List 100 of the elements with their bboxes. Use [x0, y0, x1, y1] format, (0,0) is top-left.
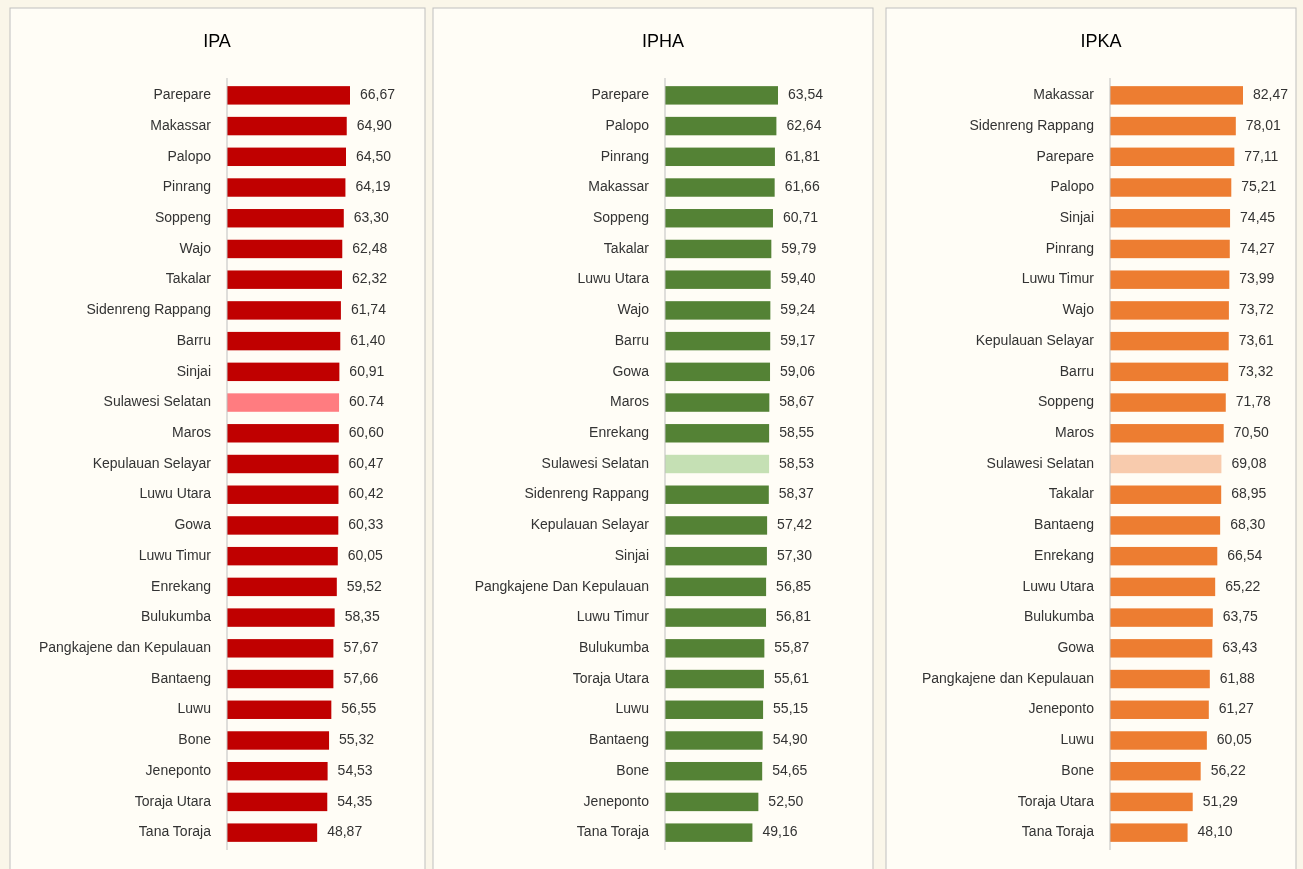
data-label: 60,71	[782, 208, 819, 225]
data-label: 55,32	[339, 731, 375, 748]
bar	[1110, 147, 1235, 167]
y-tick-label: Sinjai	[1059, 208, 1094, 225]
bar	[1110, 516, 1221, 535]
bar	[665, 485, 769, 504]
bar	[665, 546, 767, 566]
y-tick-label: Luwu Timur	[1021, 270, 1095, 287]
data-label: 55,15	[773, 700, 809, 717]
y-tick-label: Luwu Utara	[1022, 577, 1095, 594]
y-tick-label: Luwu	[177, 700, 211, 717]
bar	[227, 731, 330, 750]
bar	[665, 792, 759, 812]
y-tick-label: Bulukumba	[1023, 608, 1095, 625]
y-tick-label: Pangkajene dan Kepulauan	[921, 669, 1094, 686]
bar	[665, 639, 765, 658]
y-tick-label: Maros	[172, 423, 211, 440]
bar	[1110, 823, 1188, 842]
data-label: 82,47	[1253, 86, 1289, 103]
y-tick-label: Bantaeng	[151, 669, 211, 686]
y-tick-label: Pinrang	[162, 178, 211, 195]
chart-title: IPKA	[1080, 30, 1122, 51]
data-label: 70,50	[1233, 423, 1269, 440]
data-label: 63,75	[1222, 608, 1259, 625]
y-tick-label: Tana Toraja	[576, 823, 650, 840]
bar	[665, 331, 771, 351]
y-tick-label: Sidenreng Rappang	[86, 301, 211, 318]
bar	[1110, 639, 1213, 658]
data-label: 75,21	[1241, 178, 1277, 195]
bar	[1110, 454, 1222, 474]
y-tick-label: Sidenreng Rappang	[524, 485, 649, 502]
data-label: 61,81	[784, 147, 821, 164]
y-tick-label: Pinrang	[1045, 239, 1094, 256]
bar	[665, 577, 767, 597]
y-tick-label: Toraja Utara	[1017, 792, 1095, 809]
bar	[665, 393, 770, 412]
data-label: 54,90	[772, 731, 808, 748]
y-tick-label: Luwu Timur	[138, 546, 212, 563]
data-label: 57,30	[776, 546, 813, 563]
y-tick-label: Palopo	[605, 116, 650, 133]
bar	[665, 669, 764, 689]
bar	[1110, 270, 1230, 289]
bar	[665, 424, 770, 443]
bar	[227, 331, 341, 351]
y-tick-label: Parepare	[1036, 147, 1095, 164]
y-tick-label: Pinrang	[600, 147, 649, 164]
data-label: 61,74	[350, 301, 387, 318]
data-label: 59,24	[780, 301, 816, 318]
y-tick-label: Sulawesi Selatan	[541, 454, 649, 471]
data-label: 60,91	[349, 362, 385, 379]
y-tick-label: Kepulauan Selayar	[92, 454, 212, 471]
bar	[665, 239, 772, 259]
y-tick-label: Toraja Utara	[134, 792, 212, 809]
y-tick-label: Kepulauan Selayar	[530, 516, 650, 533]
data-label: 57,67	[343, 639, 379, 656]
y-tick-label: Luwu Utara	[577, 270, 650, 287]
bar	[1110, 178, 1232, 197]
data-label: 55,61	[773, 669, 810, 686]
data-label: 57,42	[777, 516, 813, 533]
bar	[665, 116, 777, 136]
data-label: 60,42	[348, 485, 384, 502]
data-label: 58,67	[779, 393, 815, 410]
bar	[1110, 669, 1210, 689]
y-tick-label: Bulukumba	[140, 608, 212, 625]
bar	[227, 639, 334, 658]
bar	[1110, 86, 1243, 105]
bar	[227, 485, 339, 504]
y-tick-label: Makassar	[588, 178, 650, 195]
y-tick-label: Soppeng	[1037, 393, 1094, 410]
bar	[1110, 731, 1207, 750]
y-tick-label: Soppeng	[592, 208, 649, 225]
data-label: 74,45	[1240, 208, 1276, 225]
y-tick-label: Makassar	[150, 116, 212, 133]
bar	[227, 147, 346, 167]
chart-title: IPHA	[641, 30, 685, 51]
data-label: 63,43	[1222, 639, 1258, 656]
data-label: 54,35	[337, 792, 373, 809]
chart-title: IPA	[203, 30, 231, 51]
y-tick-label: Barru	[1059, 362, 1094, 379]
y-tick-label: Wajo	[617, 301, 650, 318]
data-label: 69,08	[1231, 454, 1267, 471]
y-tick-label: Gowa	[174, 516, 212, 533]
data-label: 66,54	[1227, 546, 1263, 563]
bar	[665, 209, 773, 228]
bar	[665, 362, 771, 382]
bar	[1110, 792, 1193, 812]
data-label: 61,40	[350, 331, 386, 348]
bar	[1110, 577, 1216, 597]
data-label: 73,72	[1238, 301, 1275, 318]
bar	[227, 700, 332, 719]
data-label: 59,52	[346, 577, 383, 594]
data-label: 62,48	[352, 239, 388, 256]
y-tick-label: Parepare	[153, 86, 212, 103]
data-label: 64,19	[355, 178, 391, 195]
bar	[227, 454, 339, 474]
bar	[665, 178, 775, 197]
bar	[1110, 331, 1229, 351]
bar	[1110, 608, 1213, 627]
y-tick-label: Tana Toraja	[138, 823, 212, 840]
y-tick-label: Luwu	[1060, 731, 1094, 748]
